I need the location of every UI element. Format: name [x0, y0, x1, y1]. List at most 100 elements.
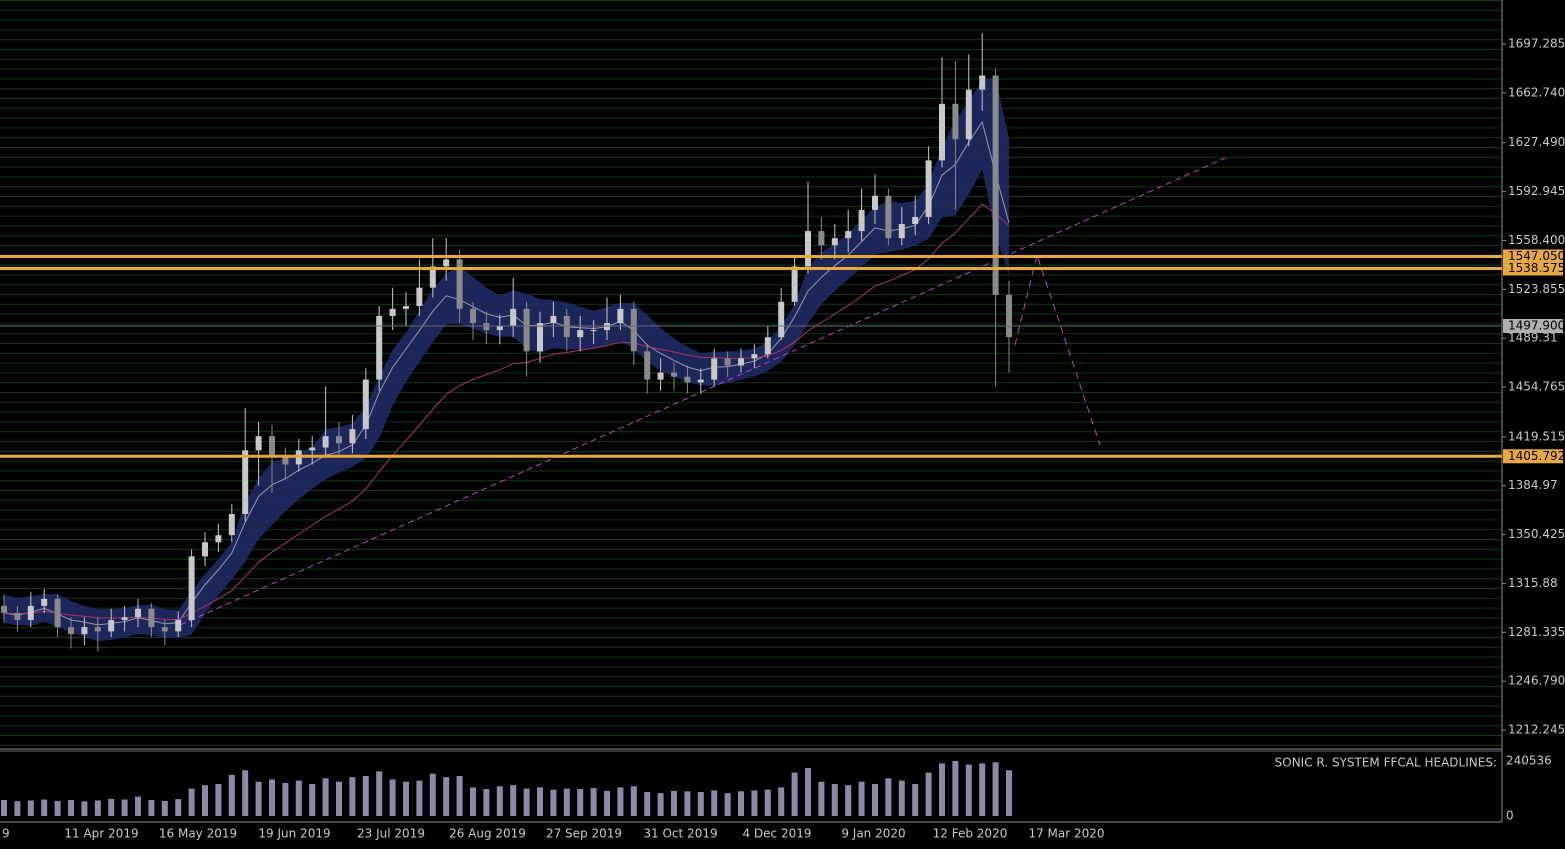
candle-body: [269, 436, 275, 458]
volume-bar: [349, 777, 356, 816]
candle-body: [282, 457, 289, 465]
y-tick-label: 1350.425: [1508, 527, 1565, 541]
x-tick-label: 4 Dec 2019: [742, 827, 811, 841]
volume-bar: [228, 774, 235, 816]
current-price-box: [1503, 318, 1563, 333]
volume-bar: [684, 791, 691, 816]
y-tick-label: 1697.285: [1508, 37, 1565, 51]
candle-body: [671, 372, 677, 377]
volume-bar: [510, 785, 517, 816]
candle-body: [751, 354, 758, 359]
candle-body: [403, 306, 409, 309]
candle-body: [14, 612, 21, 621]
candle-body: [590, 330, 597, 332]
x-tick-label: 23 Jul 2019: [357, 827, 425, 841]
candle-body: [429, 266, 436, 288]
volume-bar: [108, 798, 115, 816]
volume-bar: [483, 789, 490, 816]
candle-body: [54, 598, 61, 628]
volume-bar: [269, 779, 275, 816]
candle-body: [523, 308, 530, 352]
volume-bar: [671, 790, 677, 816]
candle-body: [68, 627, 74, 635]
candle-body: [349, 429, 356, 444]
volume-bar: [912, 784, 919, 816]
x-tick-label: 17 Mar 2020: [1028, 827, 1104, 841]
level-label: 1547.050: [1508, 249, 1565, 263]
volume-bar: [898, 780, 905, 816]
candle-body: [135, 608, 141, 618]
volume-bar: [429, 773, 436, 816]
volume-bar: [242, 770, 249, 816]
candle-body: [389, 308, 396, 316]
candle-body: [416, 287, 423, 307]
x-tick-label: 11 Apr 2019: [64, 827, 138, 841]
candle-body: [470, 308, 476, 324]
volume-bar: [778, 787, 785, 816]
volume-bar: [885, 778, 892, 816]
volume-bar: [764, 789, 771, 816]
candle-body: [644, 351, 651, 380]
candle-body: [925, 160, 932, 217]
volume-bar: [376, 771, 383, 816]
y-tick-label: 1454.765: [1508, 380, 1565, 394]
volume-bar: [389, 779, 396, 816]
x-tick-label: 12 Feb 2020: [933, 827, 1008, 841]
indicator-layer: [3, 76, 1010, 642]
candle-body: [791, 266, 798, 302]
ema-slow: [3, 203, 1010, 620]
indicator-label: SONIC R. SYSTEM FFCAL HEADLINES:: [1275, 756, 1497, 770]
candle-body: [724, 358, 731, 366]
candle-body: [81, 627, 88, 635]
volume-bar: [711, 790, 718, 816]
volume-bar: [751, 790, 758, 816]
volume-bar: [965, 764, 972, 816]
candle-body: [805, 231, 811, 267]
volume-bar: [81, 801, 88, 816]
candle-body: [831, 238, 838, 246]
y-tick-label: 1523.855: [1508, 282, 1565, 296]
volume-bar: [255, 781, 262, 816]
level-box: [1503, 249, 1563, 264]
volume-bar: [537, 787, 543, 816]
volume-bar: [630, 786, 637, 816]
volume-bar: [148, 800, 155, 816]
y-tick-label: 1592.945: [1508, 184, 1565, 198]
volume-bar: [470, 787, 476, 816]
candle-body: [858, 209, 865, 232]
y-tick-label: 1419.515: [1508, 429, 1565, 443]
volume-tick-label: 0: [1506, 809, 1514, 823]
candle-body: [657, 372, 664, 380]
volume-bar: [644, 792, 651, 816]
level-box: [1503, 449, 1563, 464]
candle-body: [617, 308, 624, 324]
volume-bar: [1, 800, 7, 816]
y-tick-label: 1558.400: [1508, 233, 1565, 247]
candle-body: [228, 513, 235, 536]
volume-bar: [336, 781, 342, 816]
candle-body: [898, 224, 905, 239]
candle-body: [1006, 294, 1012, 338]
volume-bar: [952, 761, 959, 816]
volume-bar: [14, 801, 21, 816]
volume-bar: [738, 791, 744, 816]
candle-body: [148, 608, 155, 628]
candle-body: [309, 447, 316, 451]
y-tick-label: 1627.490: [1508, 135, 1565, 149]
candle-body: [684, 376, 691, 383]
volume-bar: [362, 776, 369, 816]
x-tick-label: 27 Sep 2019: [546, 827, 622, 841]
x-tick-label: 26 Aug 2019: [449, 827, 526, 841]
volume-bar: [121, 799, 128, 816]
volume-bar: [590, 788, 597, 816]
candle-body: [202, 542, 208, 557]
volume-bar: [550, 789, 557, 816]
candle-body: [845, 231, 852, 239]
level-box: [1503, 261, 1563, 276]
candle-body: [550, 315, 557, 324]
candle-body: [161, 627, 168, 632]
volume-bar: [831, 784, 838, 816]
candle-body: [577, 330, 584, 338]
x-tick-label: 9: [2, 827, 10, 841]
volume-bar: [617, 787, 624, 816]
